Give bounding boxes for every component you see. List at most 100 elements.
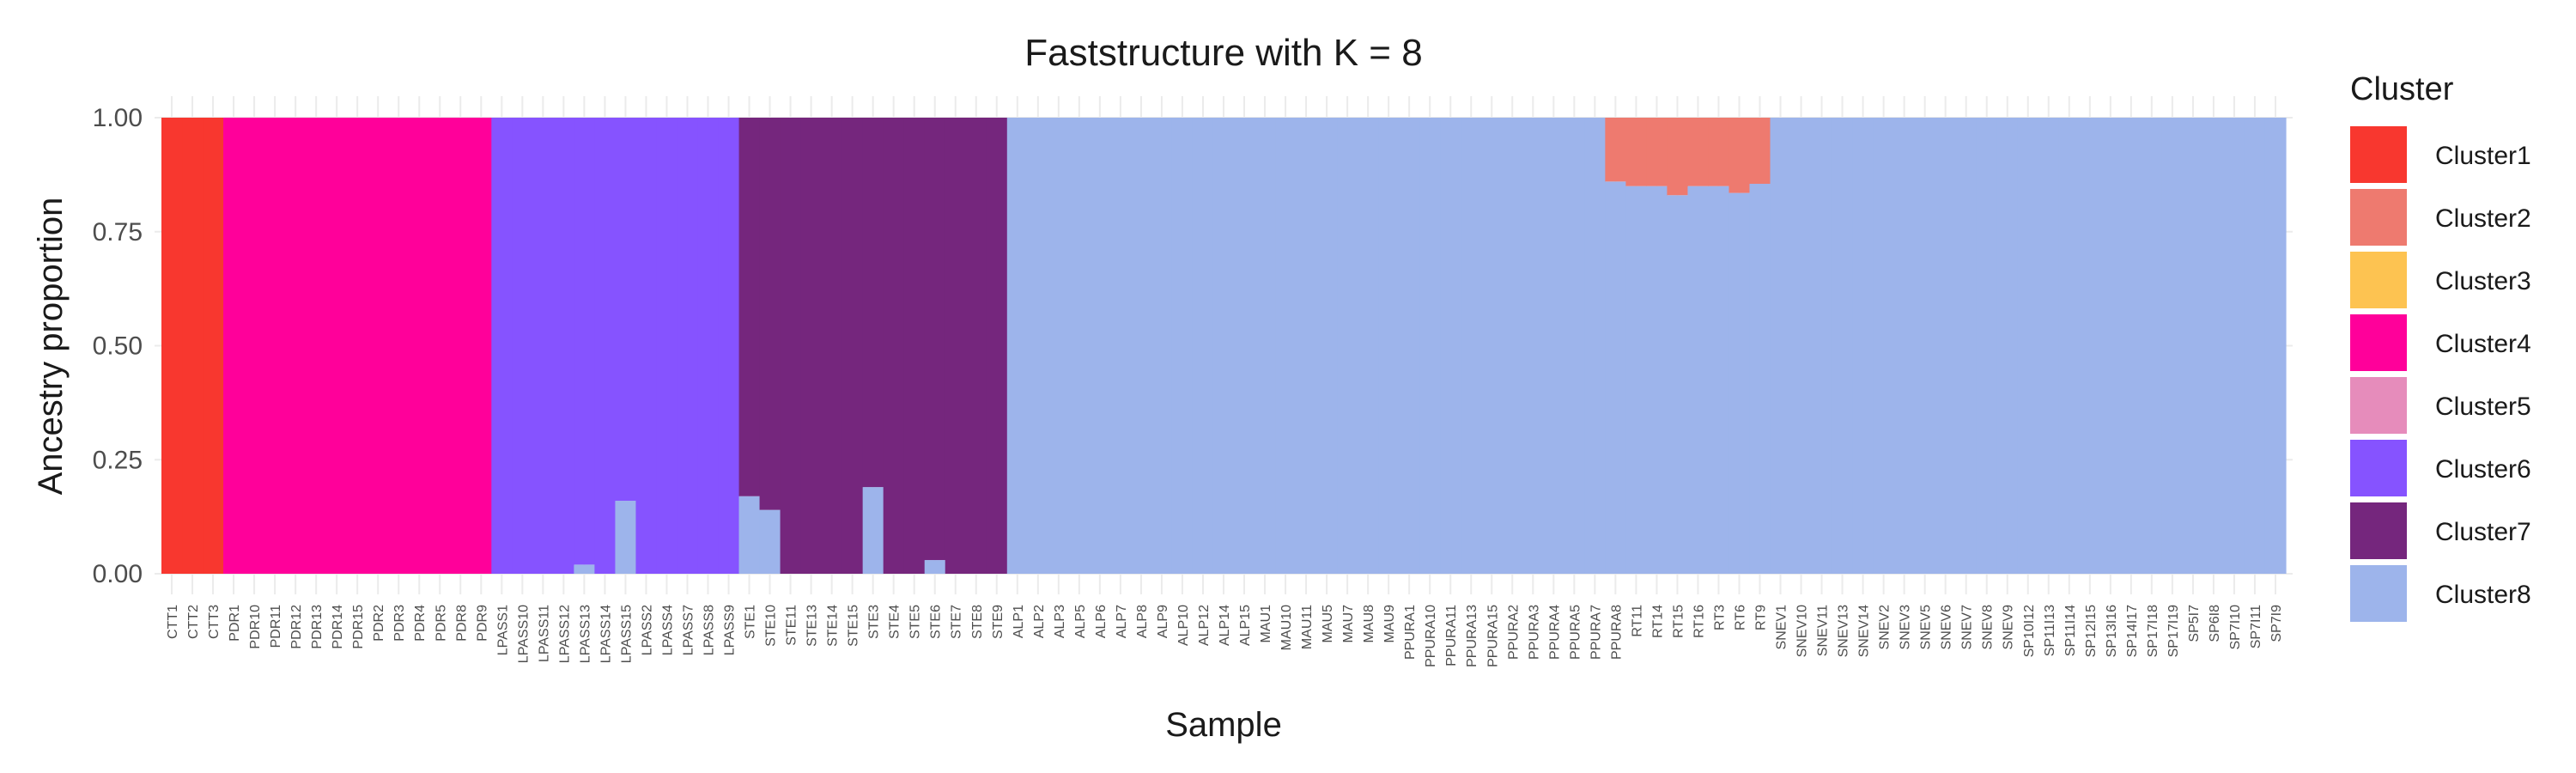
- x-tick-label: SP13I16: [2105, 605, 2119, 657]
- x-tick-label: PPURA11: [1444, 605, 1459, 666]
- x-tick-label: PDR8: [454, 605, 469, 642]
- x-tick-label: MAU9: [1382, 605, 1397, 643]
- bar-cluster8-ppura2: [1502, 118, 1523, 574]
- bar-cluster8-sp14i17: [2120, 118, 2142, 574]
- bar-cluster8-snev2: [1873, 118, 1895, 574]
- bar-cluster6-lpass13: [574, 118, 596, 565]
- bar-cluster8-ste1: [738, 496, 761, 574]
- legend-swatch-cluster5: [2350, 377, 2407, 434]
- x-tick-label: SNEV14: [1857, 605, 1872, 657]
- legend-label-cluster7: Cluster7: [2435, 518, 2531, 546]
- x-tick-label: STE1: [744, 605, 758, 639]
- bar-cluster8-sp10i12: [2017, 118, 2039, 574]
- bar-cluster4-pdr1: [223, 118, 245, 574]
- x-tick-label: PDR14: [331, 605, 345, 649]
- bar-cluster8-snev5: [1914, 118, 1936, 574]
- bar-cluster7-ste9: [986, 118, 1008, 574]
- x-tick-label: STE13: [805, 605, 820, 647]
- x-tick-label: PPURA8: [1609, 605, 1624, 660]
- bar-cluster8-ppura11: [1440, 118, 1461, 574]
- bar-cluster6-lpass12: [553, 118, 574, 574]
- x-tick-label: STE11: [785, 605, 799, 646]
- bar-cluster4-pdr4: [409, 118, 430, 574]
- bar-cluster8-ppura7: [1584, 118, 1606, 574]
- bar-cluster8-alp12: [1192, 118, 1214, 574]
- x-tick-label: MAU8: [1362, 605, 1376, 643]
- bar-cluster8-ppura13: [1461, 118, 1482, 574]
- bar-cluster8-snev9: [1996, 118, 2019, 574]
- bar-cluster8-lpass15: [615, 501, 637, 574]
- x-tick-label: MAU7: [1341, 605, 1356, 643]
- bar-cluster8-sp11i14: [2058, 118, 2081, 574]
- bar-cluster6-lpass1: [491, 118, 513, 574]
- bar-cluster8-sp17i18: [2141, 118, 2163, 574]
- bar-cluster8-sp13i16: [2099, 118, 2122, 574]
- x-tick-label: SNEV2: [1878, 605, 1893, 650]
- bar-cluster8-mau5: [1316, 118, 1338, 574]
- legend-label-cluster1: Cluster1: [2435, 142, 2531, 170]
- bar-cluster1-ctt2: [182, 118, 204, 574]
- x-tick-label: STE8: [970, 605, 985, 639]
- bar-cluster7-ste14: [821, 118, 843, 574]
- bar-cluster8-snev11: [1811, 118, 1833, 574]
- bar-cluster2-ppura8: [1605, 118, 1626, 182]
- bar-cluster8-sp7i10: [2223, 118, 2245, 574]
- bar-cluster8-snev13: [1832, 118, 1854, 574]
- bar-cluster8-rt14: [1646, 186, 1668, 574]
- bar-cluster4-pdr15: [347, 118, 368, 574]
- bar-cluster8-ste3: [862, 487, 884, 574]
- legend-label-cluster3: Cluster3: [2435, 267, 2531, 295]
- x-tick-label: ALP5: [1073, 605, 1088, 638]
- x-tick-label: PPURA3: [1527, 605, 1541, 660]
- x-tick-label: SP14I17: [2125, 605, 2140, 657]
- x-tick-label: STE9: [991, 605, 1005, 639]
- x-tick-label: STE4: [888, 605, 902, 639]
- bar-cluster4-pdr14: [326, 118, 348, 574]
- x-tick-label: PDR3: [392, 605, 407, 642]
- x-tick-label: SNEV3: [1899, 605, 1913, 650]
- x-tick-label: STE6: [929, 605, 944, 639]
- bar-cluster7-ste1: [738, 118, 761, 496]
- bar-cluster2-rt3: [1708, 118, 1730, 186]
- x-tick-label: PDR11: [269, 605, 283, 648]
- x-tick-label: SNEV9: [2002, 605, 2016, 650]
- bar-cluster8-sp7i9: [2264, 118, 2287, 574]
- legend-swatch-cluster3: [2350, 252, 2407, 308]
- bar-cluster8-alp15: [1234, 118, 1255, 574]
- x-tick-label: PDR10: [248, 605, 263, 649]
- x-tick-label: LPASS7: [681, 605, 696, 655]
- x-tick-label: LPASS14: [598, 605, 613, 663]
- x-tick-label: SNEV10: [1795, 605, 1810, 657]
- legend-swatch-cluster6: [2350, 440, 2407, 496]
- bar-cluster1-ctt3: [203, 118, 224, 574]
- legend-label-cluster6: Cluster6: [2435, 455, 2531, 484]
- x-tick-label: PDR2: [372, 605, 386, 642]
- bar-cluster7-ste6: [924, 118, 946, 561]
- bar-cluster2-rt6: [1728, 118, 1751, 193]
- bar-cluster7-ste7: [945, 118, 967, 574]
- bars: [161, 118, 2287, 575]
- x-tick-label: LPASS11: [537, 605, 551, 662]
- x-tick-label: PPURA7: [1589, 605, 1603, 660]
- x-tick-label: MAU5: [1321, 605, 1335, 643]
- x-tick-label: SP12I15: [2084, 605, 2099, 657]
- x-tick-label: SP10I12: [2022, 605, 2037, 657]
- x-tick-label: PDR13: [310, 605, 325, 649]
- x-tick-label: SNEV11: [1816, 605, 1831, 656]
- chart-title: Faststructure with K = 8: [1024, 32, 1422, 74]
- bar-cluster8-mau10: [1275, 118, 1297, 574]
- legend: Cluster Cluster1 Cluster2 Cluster3 Cluster4…: [2350, 71, 2531, 622]
- bar-cluster1-ctt1: [161, 118, 183, 574]
- bar-cluster8-sp11i13: [2038, 118, 2060, 574]
- bar-cluster4-pdr10: [244, 118, 265, 574]
- bar-cluster8-alp3: [1048, 118, 1070, 574]
- legend-swatch-cluster2: [2350, 189, 2407, 246]
- bar-cluster4-pdr3: [388, 118, 410, 574]
- bar-cluster8-snev10: [1790, 118, 1813, 574]
- x-tick-label: MAU11: [1300, 605, 1315, 649]
- legend-swatch-cluster7: [2350, 502, 2407, 559]
- x-tick-label: LPASS4: [660, 605, 675, 655]
- x-tick-label: STE7: [950, 605, 964, 639]
- y-tick-label: 0.75: [93, 218, 143, 247]
- bar-cluster8-lpass13: [574, 564, 596, 574]
